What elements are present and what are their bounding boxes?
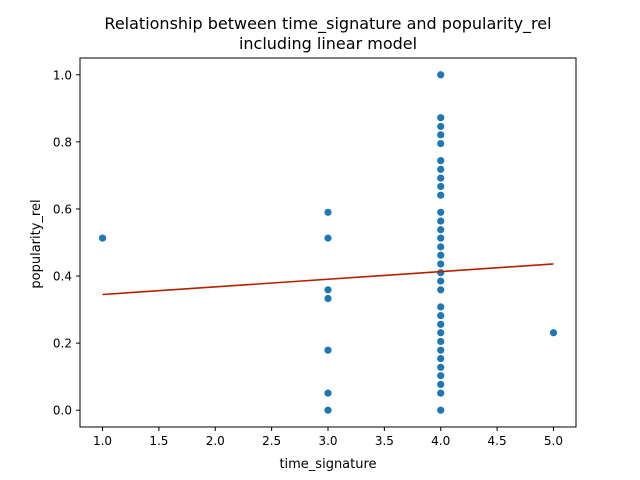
data-point <box>437 269 445 277</box>
data-point <box>437 208 445 216</box>
x-tick-label: 2.5 <box>262 434 281 448</box>
x-tick-label: 1.5 <box>149 434 168 448</box>
plot-area <box>98 71 558 414</box>
data-point <box>324 208 332 216</box>
data-point <box>437 346 445 354</box>
data-point <box>437 139 445 148</box>
chart-title-line-2: including linear model <box>239 34 417 53</box>
axes: 1.0 1.5 2.0 2.5 3.0 3.5 4.0 4.5 5.0 0.0 0.2 0.4 0.6 0… <box>53 57 577 448</box>
data-point <box>437 131 445 139</box>
x-axis-label: time_signature <box>279 457 376 472</box>
x-tick-label: 3.5 <box>375 434 394 448</box>
data-point <box>324 234 332 242</box>
data-point <box>437 157 445 165</box>
data-point <box>437 337 445 346</box>
data-point <box>437 122 445 131</box>
x-tick-label: 4.5 <box>488 434 507 448</box>
data-point <box>437 389 445 397</box>
y-axis-label: popularity_rel <box>29 199 44 288</box>
data-point <box>437 226 445 234</box>
data-point <box>437 165 445 173</box>
data-point <box>437 406 445 414</box>
x-tick-label: 1.0 <box>93 434 112 448</box>
data-point <box>437 277 445 285</box>
x-tick-label: 4.0 <box>431 434 450 448</box>
x-tick-label: 3.0 <box>318 434 337 448</box>
x-tick-label: 2.0 <box>206 434 225 448</box>
data-point <box>437 303 445 311</box>
data-point <box>437 71 445 79</box>
data-point <box>437 329 445 337</box>
x-tick-label: 5.0 <box>544 434 563 448</box>
y-tick-label: 0.4 <box>53 270 72 284</box>
data-point <box>437 312 445 320</box>
data-point <box>437 260 445 268</box>
data-point <box>437 114 445 122</box>
data-point <box>549 329 558 337</box>
data-point <box>437 191 445 199</box>
data-point <box>324 389 332 397</box>
data-point <box>324 346 332 354</box>
y-tick-label: 0.8 <box>53 135 72 149</box>
data-point <box>437 217 445 225</box>
regression-line <box>102 263 554 296</box>
data-point <box>437 372 445 380</box>
y-tick-label: 0.2 <box>53 337 72 351</box>
data-point <box>437 182 445 191</box>
data-point <box>437 251 445 259</box>
data-point <box>437 286 445 294</box>
data-point <box>324 294 332 303</box>
chart-title-line-1: Relationship between time_signature and … <box>104 14 551 34</box>
data-point <box>98 234 107 242</box>
y-tick-label: 1.0 <box>53 68 72 82</box>
y-tick-label: 0.0 <box>53 404 72 418</box>
data-point <box>437 234 445 242</box>
y-tick-label: 0.6 <box>53 202 72 216</box>
data-point <box>324 406 332 414</box>
data-point <box>324 286 332 294</box>
data-point <box>437 380 445 388</box>
data-point <box>437 363 445 371</box>
data-point <box>437 354 445 363</box>
data-point <box>437 243 445 251</box>
data-point <box>437 320 445 328</box>
data-point <box>437 174 445 182</box>
